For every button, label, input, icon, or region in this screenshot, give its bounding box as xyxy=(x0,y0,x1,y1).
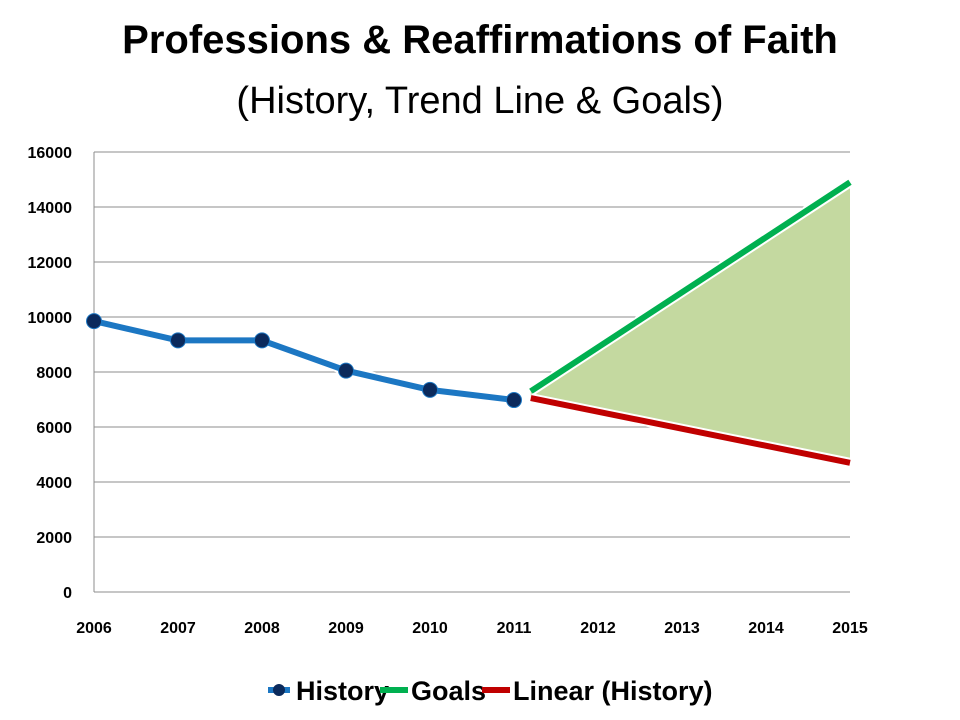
goals-line xyxy=(529,179,852,394)
history-line xyxy=(93,318,515,403)
goal-shaded-area xyxy=(530,182,850,463)
legend-label: History xyxy=(296,676,389,706)
x-tick-label: 2012 xyxy=(580,620,616,637)
y-tick-label: 16000 xyxy=(28,145,73,162)
history-point xyxy=(170,332,186,349)
history-point xyxy=(506,392,522,409)
history-point xyxy=(86,313,102,330)
x-tick-label: 2008 xyxy=(244,620,280,637)
y-tick-label: 14000 xyxy=(28,200,73,217)
legend-label: Linear (History) xyxy=(513,676,713,706)
legend-swatch-marker xyxy=(273,684,285,696)
y-tick-label: 0 xyxy=(63,585,72,602)
x-tick-label: 2013 xyxy=(664,620,700,637)
chart-title: Professions & Reaffirmations of Faith xyxy=(122,18,838,62)
x-tick-label: 2006 xyxy=(76,620,112,637)
history-point xyxy=(254,332,270,349)
y-tick-label: 2000 xyxy=(36,530,72,547)
y-tick-label: 12000 xyxy=(28,255,73,272)
x-tick-label: 2009 xyxy=(328,620,364,637)
y-tick-label: 6000 xyxy=(36,420,72,437)
x-tick-label: 2010 xyxy=(412,620,448,637)
x-tick-label: 2014 xyxy=(748,620,784,637)
trend-line xyxy=(530,395,851,466)
history-point xyxy=(422,381,438,398)
y-tick-label: 4000 xyxy=(36,475,72,492)
x-tick-label: 2007 xyxy=(160,620,196,637)
y-tick-label: 10000 xyxy=(28,310,73,327)
history-point xyxy=(338,362,354,379)
x-tick-label: 2011 xyxy=(497,620,532,637)
x-tick-label: 2015 xyxy=(832,620,868,637)
chart-subtitle: (History, Trend Line & Goals) xyxy=(236,80,724,122)
y-tick-label: 8000 xyxy=(36,365,72,382)
legend-label: Goals xyxy=(411,676,486,706)
